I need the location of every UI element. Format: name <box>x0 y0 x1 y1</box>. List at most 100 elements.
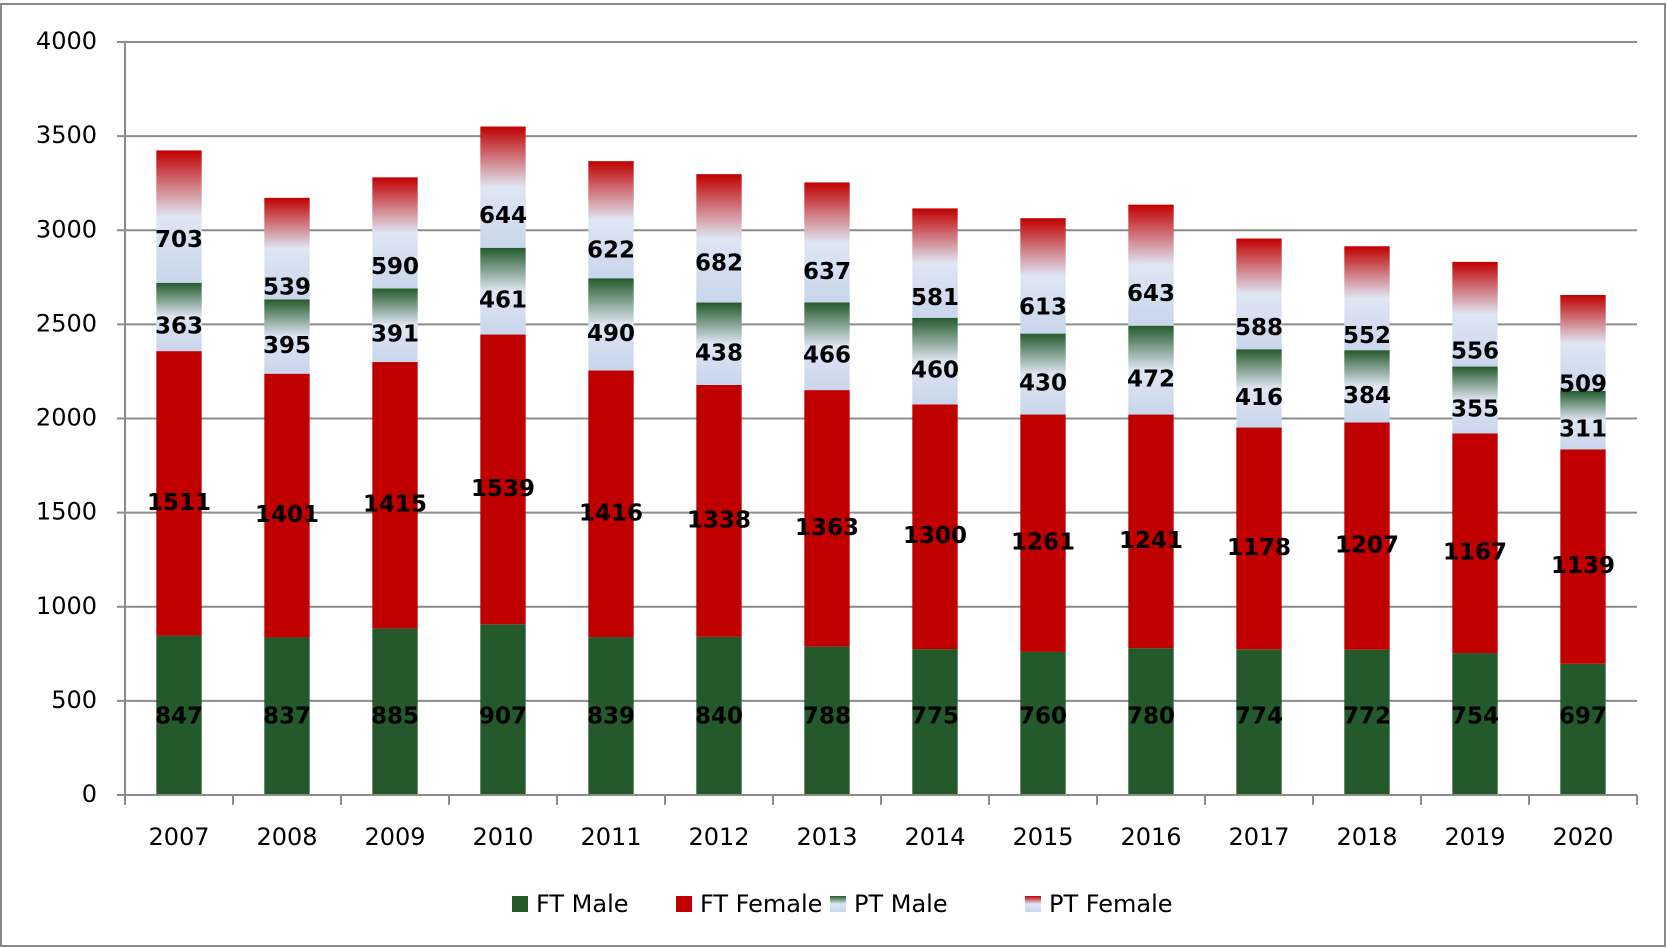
bar-segment <box>372 628 418 795</box>
x-tick-label: 2020 <box>1552 823 1613 851</box>
data-label: 682 <box>695 251 743 277</box>
bar-segment <box>912 208 958 318</box>
bar-segment <box>1020 414 1066 652</box>
data-label: 311 <box>1559 417 1607 443</box>
x-tick-label: 2015 <box>1012 823 1073 851</box>
bar-segment <box>696 174 742 303</box>
data-label: 1300 <box>903 523 967 549</box>
bar-segment <box>264 299 310 374</box>
data-label: 754 <box>1451 704 1499 730</box>
bar-segment <box>156 635 202 795</box>
data-label: 1415 <box>363 492 427 518</box>
x-tick-label: 2008 <box>256 823 317 851</box>
bar-segment <box>372 288 418 363</box>
data-label: 637 <box>803 259 851 285</box>
bar-segment <box>1452 433 1498 654</box>
bar-segment <box>696 302 742 385</box>
data-label: 1241 <box>1119 528 1183 554</box>
data-label: 697 <box>1559 704 1607 730</box>
data-label: 1401 <box>255 502 319 528</box>
x-tick-label: 2018 <box>1336 823 1397 851</box>
bar-segment <box>1020 651 1066 795</box>
data-label: 438 <box>695 340 743 366</box>
data-label: 416 <box>1235 385 1283 411</box>
bar-segment <box>372 362 418 629</box>
data-label: 840 <box>695 704 743 730</box>
bar-segment <box>588 278 634 371</box>
y-tick-label: 2500 <box>36 309 97 337</box>
data-label: 788 <box>803 704 851 730</box>
bar-segment <box>1236 427 1282 650</box>
y-tick-label: 4000 <box>36 27 97 55</box>
y-tick-label: 3500 <box>36 121 97 149</box>
data-label: 780 <box>1127 704 1175 730</box>
bar-segment <box>1452 366 1498 434</box>
x-tick-label: 2016 <box>1120 823 1181 851</box>
data-label: 1363 <box>795 515 859 541</box>
bar-segment <box>1560 449 1606 664</box>
legend-swatch <box>1025 896 1041 912</box>
data-label: 490 <box>587 321 635 347</box>
bar-segment <box>804 302 850 391</box>
x-tick-label: 2017 <box>1228 823 1289 851</box>
bar-segment <box>480 624 526 795</box>
x-tick-label: 2011 <box>580 823 641 851</box>
bar-segment <box>1560 295 1606 391</box>
data-label: 1539 <box>471 476 535 502</box>
legend-label: PT Female <box>1049 890 1173 918</box>
legend-swatch <box>512 896 528 912</box>
data-label: 760 <box>1019 704 1067 730</box>
data-label: 395 <box>263 333 311 359</box>
data-label: 643 <box>1127 281 1175 307</box>
y-tick-label: 500 <box>51 686 97 714</box>
bar-segment <box>804 646 850 795</box>
x-tick-label: 2007 <box>148 823 209 851</box>
data-label: 1261 <box>1011 530 1075 556</box>
data-label: 1511 <box>147 490 211 516</box>
data-label: 1139 <box>1551 553 1615 579</box>
data-label: 355 <box>1451 396 1499 422</box>
data-label: 839 <box>587 704 635 730</box>
data-label: 613 <box>1019 295 1067 321</box>
bar-segment <box>1344 422 1390 650</box>
bar-segment <box>912 317 958 405</box>
y-tick-label: 2000 <box>36 404 97 432</box>
data-label: 1207 <box>1335 533 1399 559</box>
bar-segment <box>1128 204 1174 326</box>
bar-segment <box>1128 414 1174 649</box>
data-label: 1338 <box>687 507 751 533</box>
bar-segment <box>588 637 634 795</box>
y-tick-label: 3000 <box>36 215 97 243</box>
data-label: 581 <box>911 285 959 311</box>
data-label: 552 <box>1343 323 1391 349</box>
bar-segment <box>1344 350 1390 423</box>
x-tick-label: 2010 <box>472 823 533 851</box>
bar-segment <box>156 351 202 636</box>
bar-segment <box>696 384 742 637</box>
bar-segment <box>1452 653 1498 795</box>
bar-segment <box>264 637 310 795</box>
data-label: 644 <box>479 203 527 229</box>
legend-swatch <box>830 896 846 912</box>
bar-segment <box>588 370 634 638</box>
data-label: 588 <box>1235 315 1283 341</box>
bar-segment <box>1236 238 1282 350</box>
data-label: 847 <box>155 704 203 730</box>
x-tick-label: 2019 <box>1444 823 1505 851</box>
bar-segment <box>588 161 634 279</box>
bar-segment <box>912 404 958 650</box>
bar-segment <box>264 197 310 300</box>
bar-segment <box>804 390 850 647</box>
data-label: 590 <box>371 254 419 280</box>
bar-segment <box>1236 649 1282 795</box>
legend-label: PT Male <box>854 890 948 918</box>
data-label: 775 <box>911 704 959 730</box>
data-label: 384 <box>1343 383 1391 409</box>
x-tick-label: 2013 <box>796 823 857 851</box>
data-label: 1167 <box>1443 540 1507 566</box>
data-label: 363 <box>155 313 203 339</box>
x-tick-label: 2014 <box>904 823 965 851</box>
data-label: 539 <box>263 274 311 300</box>
data-label: 430 <box>1019 371 1067 397</box>
